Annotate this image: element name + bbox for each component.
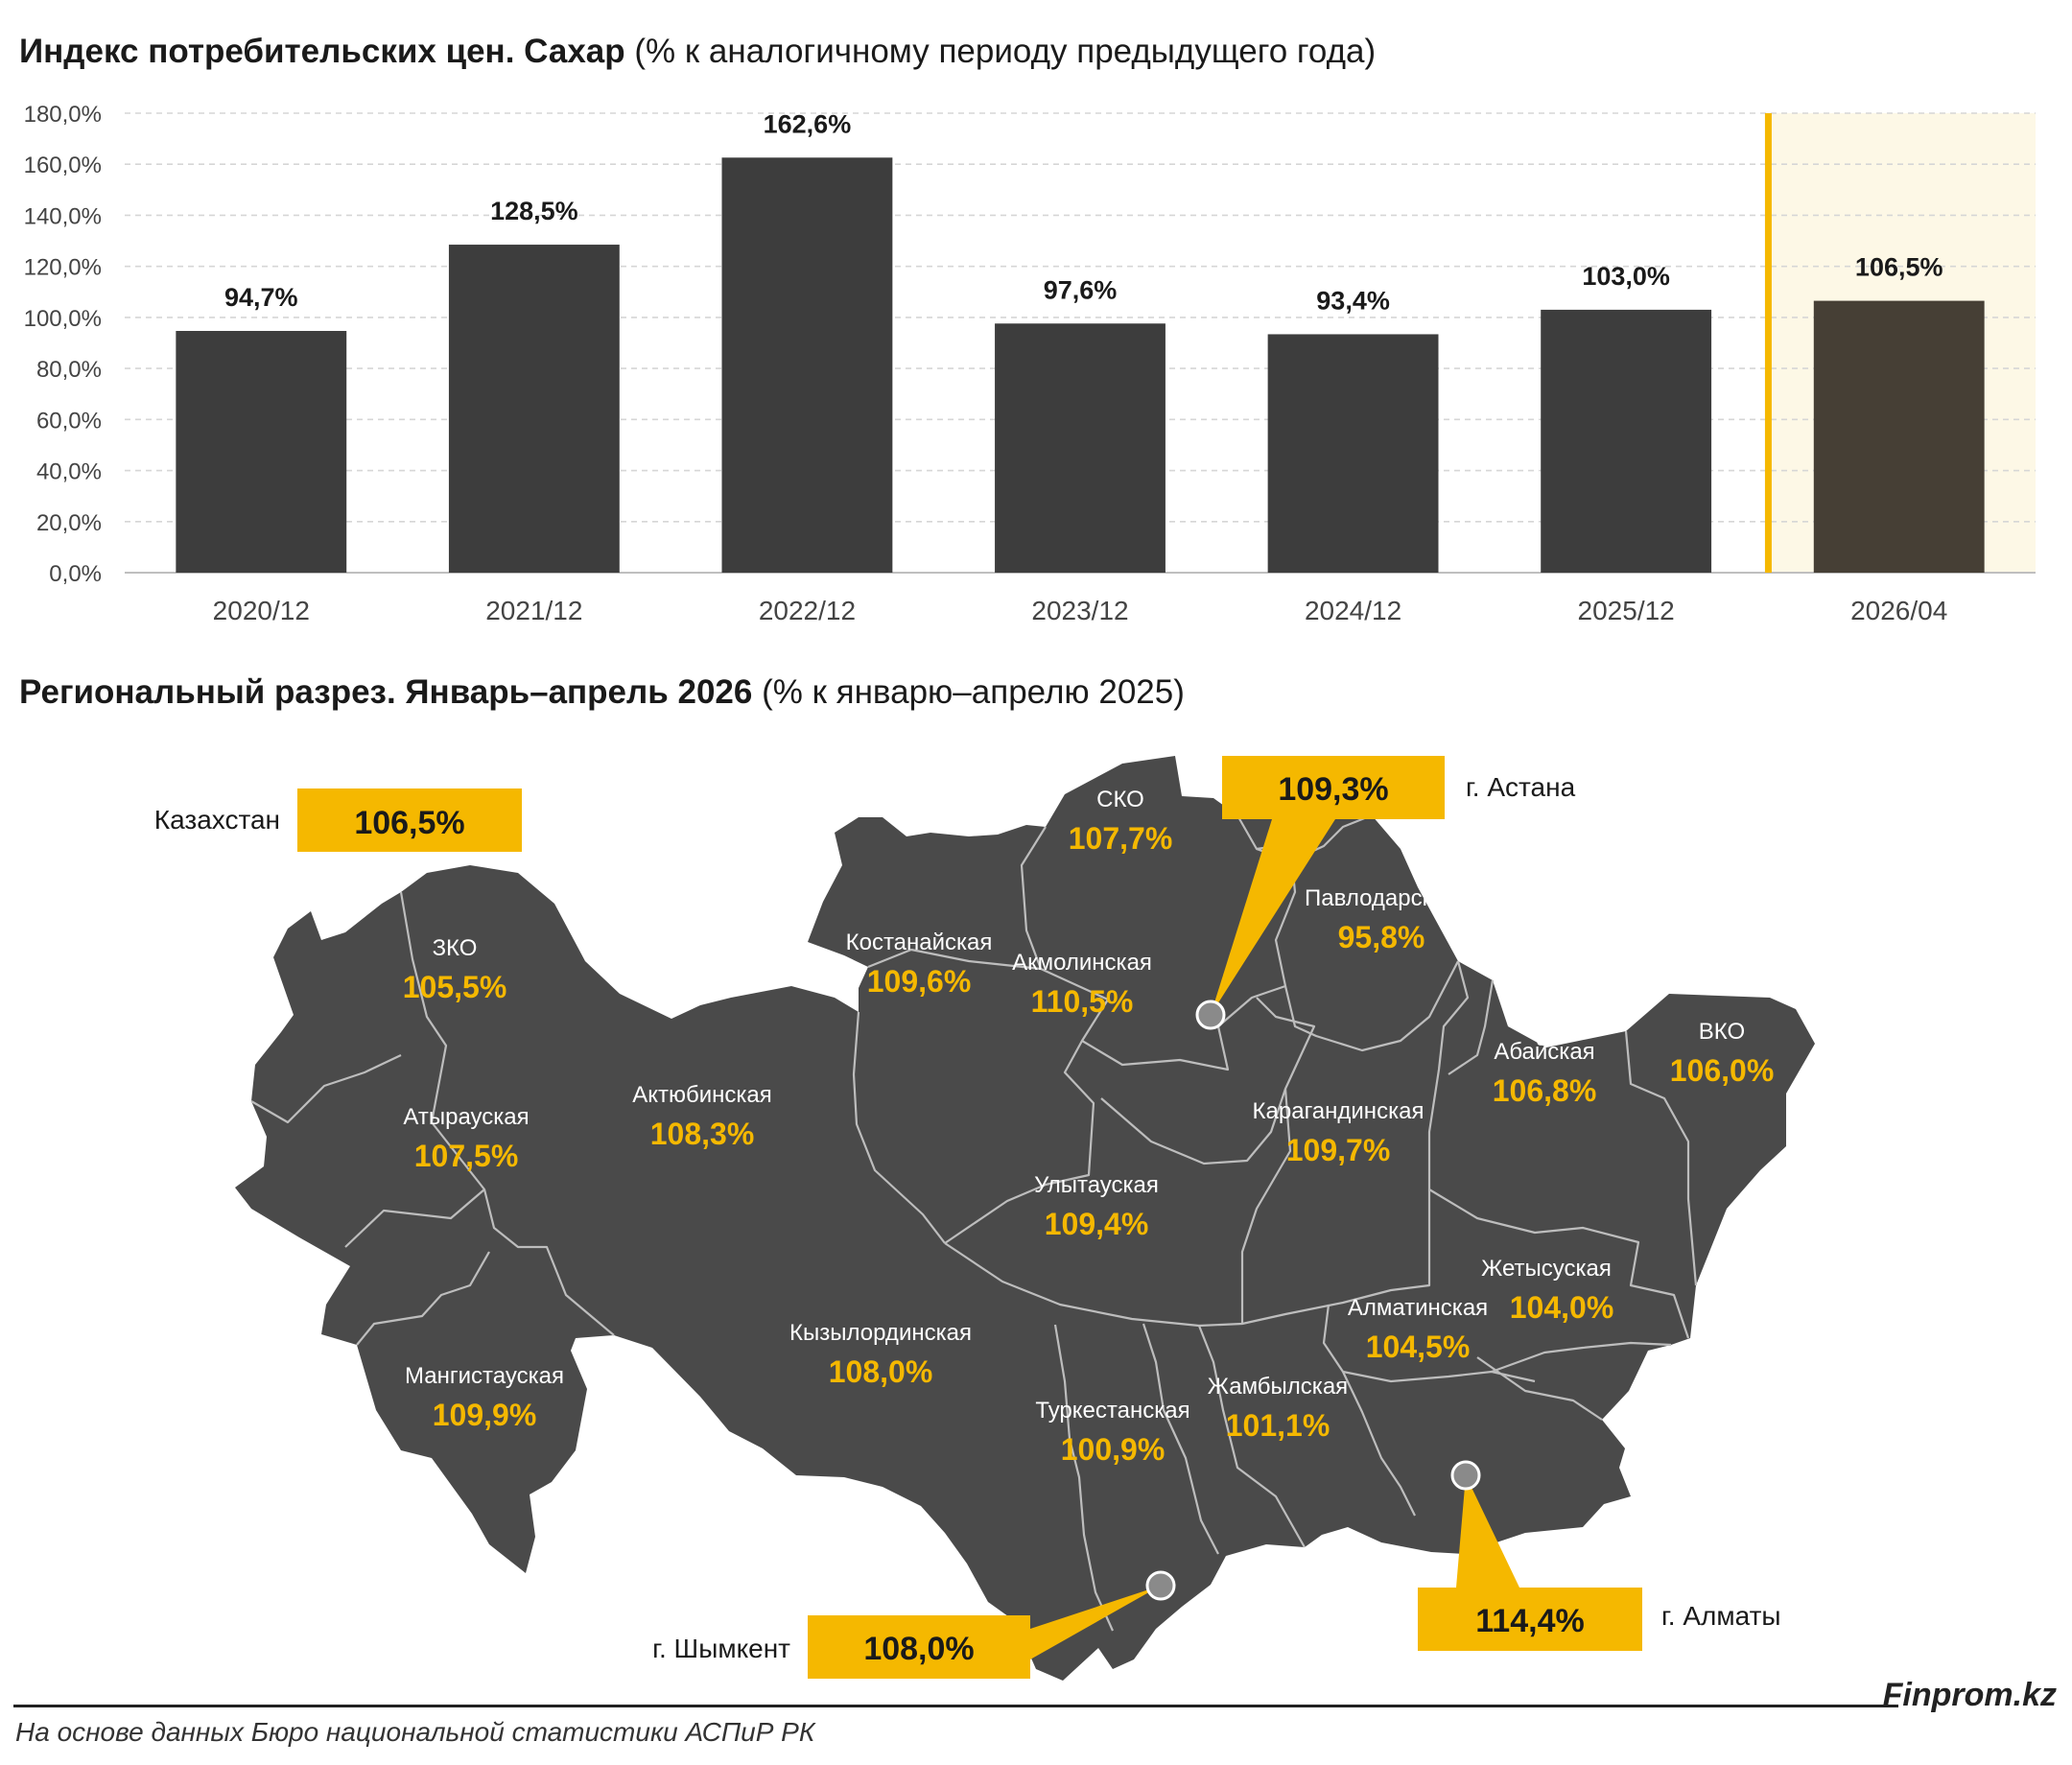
city-Шымкент-marker — [1145, 1570, 1176, 1601]
bar-2020/12 — [176, 330, 347, 573]
city-Алматы-name: г. Алматы — [1661, 1601, 1781, 1631]
city-Астана-pointer — [1211, 819, 1335, 1015]
y-tick-label: 120,0% — [24, 255, 102, 281]
city-Алматы-value: 114,4% — [1475, 1603, 1584, 1639]
region-ВКО-value: 106,0% — [1670, 1053, 1775, 1088]
y-tick-label: 160,0% — [24, 153, 102, 178]
city-Шымкент-name: г. Шымкент — [652, 1634, 790, 1663]
bar-value-label: 162,6% — [764, 109, 852, 138]
bar-value-label: 106,5% — [1855, 253, 1943, 282]
y-tick-label: 40,0% — [36, 459, 102, 485]
city-Астана-box — [1222, 756, 1445, 819]
region-Улытауская-name: Улытауская — [1034, 1172, 1159, 1198]
region-Павлодарская-name: Павлодарская — [1305, 885, 1458, 911]
region-Костанайская-value: 109,6% — [867, 964, 972, 999]
total-box — [297, 788, 522, 852]
brand-logo: Finprom.kz — [1882, 1677, 2057, 1713]
x-tick-label: 2021/12 — [485, 596, 582, 625]
bar-value-label: 103,0% — [1582, 262, 1670, 291]
total-value: 106,5% — [354, 805, 464, 841]
region-Кызылординская-value: 108,0% — [829, 1354, 933, 1389]
region-Туркестанская-value: 100,9% — [1061, 1432, 1166, 1467]
region-Костанайская-name: Костанайская — [846, 930, 993, 955]
region-Атырауская-name: Атырауская — [403, 1104, 529, 1130]
region-Акмолинская-value: 110,5% — [1031, 984, 1134, 1019]
region-Мангистауская-value: 109,9% — [433, 1398, 537, 1432]
x-tick-label: 2023/12 — [1031, 596, 1128, 625]
bar-2025/12 — [1541, 309, 1712, 573]
city-Алматы-marker — [1450, 1460, 1481, 1491]
source-note: На основе данных Бюро национальной стати… — [15, 1717, 815, 1747]
bar-value-label: 94,7% — [224, 283, 298, 312]
y-tick-label: 100,0% — [24, 306, 102, 332]
region-Абайская-value: 106,8% — [1493, 1073, 1597, 1108]
y-tick-label: 80,0% — [36, 357, 102, 383]
region-Павлодарская-value: 95,8% — [1338, 920, 1425, 954]
region-Алматинская-value: 104,5% — [1366, 1330, 1471, 1364]
y-tick-label: 20,0% — [36, 510, 102, 536]
region-ЗКО-value: 105,5% — [403, 970, 507, 1004]
region-Жетысуская-name: Жетысуская — [1481, 1256, 1612, 1282]
footer-divider — [13, 1705, 1898, 1707]
city-Шымкент-value: 108,0% — [863, 1631, 974, 1667]
y-tick-label: 0,0% — [49, 561, 102, 587]
city-Алматы-box — [1418, 1588, 1642, 1651]
region-Кызылординская-name: Кызылординская — [789, 1320, 972, 1346]
bar-value-label: 93,4% — [1316, 286, 1390, 315]
region-Актюбинская-value: 108,3% — [650, 1117, 755, 1151]
city-Астана-value: 109,3% — [1278, 771, 1388, 808]
region-СКО-value: 107,7% — [1069, 821, 1173, 856]
map-title: Региональный разрез. Январь–апрель 2026 … — [19, 673, 1185, 711]
region-Алматинская-name: Алматинская — [1348, 1295, 1488, 1321]
bar-value-label: 128,5% — [490, 197, 578, 225]
city-Астана-marker — [1195, 1000, 1226, 1030]
region-Актюбинская-name: Актюбинская — [632, 1082, 772, 1108]
x-tick-label: 2026/04 — [1850, 596, 1947, 625]
x-tick-label: 2022/12 — [759, 596, 856, 625]
region-Акмолинская-name: Акмолинская — [1012, 950, 1152, 976]
chart-title: Индекс потребительских цен. Сахар (% к а… — [19, 33, 1377, 70]
region-map: ЗКО 105,5% Атырауская 107,5% Актюбинская 108,… — [154, 756, 1815, 1681]
y-tick-label: 60,0% — [36, 408, 102, 434]
x-tick-label: 2024/12 — [1305, 596, 1401, 625]
x-tick-label: 2020/12 — [213, 596, 310, 625]
region-Жамбылская-name: Жамбылская — [1208, 1374, 1348, 1400]
bar-value-label: 97,6% — [1044, 275, 1118, 304]
bar-chart: 0,0% 20,0% 40,0% 60,0% 80,0% 100,0% 120,0% 140,… — [24, 102, 2036, 625]
region-ЗКО-name: ЗКО — [433, 935, 478, 961]
y-tick-label: 140,0% — [24, 203, 102, 229]
city-Астана-name: г. Астана — [1466, 772, 1576, 802]
region-Туркестанская-name: Туркестанская — [1035, 1398, 1189, 1424]
region-Атырауская-value: 107,5% — [414, 1139, 519, 1173]
region-Карагандинская-name: Карагандинская — [1253, 1098, 1424, 1124]
bar-2023/12 — [995, 323, 1166, 573]
bar-2026/04 — [1813, 300, 1985, 573]
y-tick-label: 180,0% — [24, 102, 102, 128]
region-Жамбылская-value: 101,1% — [1226, 1408, 1330, 1443]
x-tick-label: 2025/12 — [1578, 596, 1675, 625]
region-Улытауская-value: 109,4% — [1045, 1207, 1149, 1241]
region-ВКО-name: ВКО — [1699, 1019, 1745, 1045]
bar-2024/12 — [1267, 334, 1439, 573]
bar-2021/12 — [448, 245, 620, 573]
total-name: Казахстан — [154, 805, 280, 835]
region-Абайская-name: Абайская — [1494, 1039, 1594, 1065]
kazakhstan-map-shape — [235, 756, 1815, 1681]
region-borders — [250, 813, 1698, 1632]
bar-2022/12 — [721, 157, 893, 573]
region-СКО-name: СКО — [1096, 787, 1144, 812]
city-Алматы-pointer — [1456, 1475, 1519, 1588]
city-Шымкент-pointer — [1030, 1586, 1161, 1659]
region-Жетысуская-value: 104,0% — [1510, 1290, 1614, 1325]
city-Шымкент-box — [808, 1615, 1030, 1679]
region-Мангистауская-name: Мангистауская — [405, 1363, 564, 1389]
region-Карагандинская-value: 109,7% — [1286, 1133, 1391, 1167]
